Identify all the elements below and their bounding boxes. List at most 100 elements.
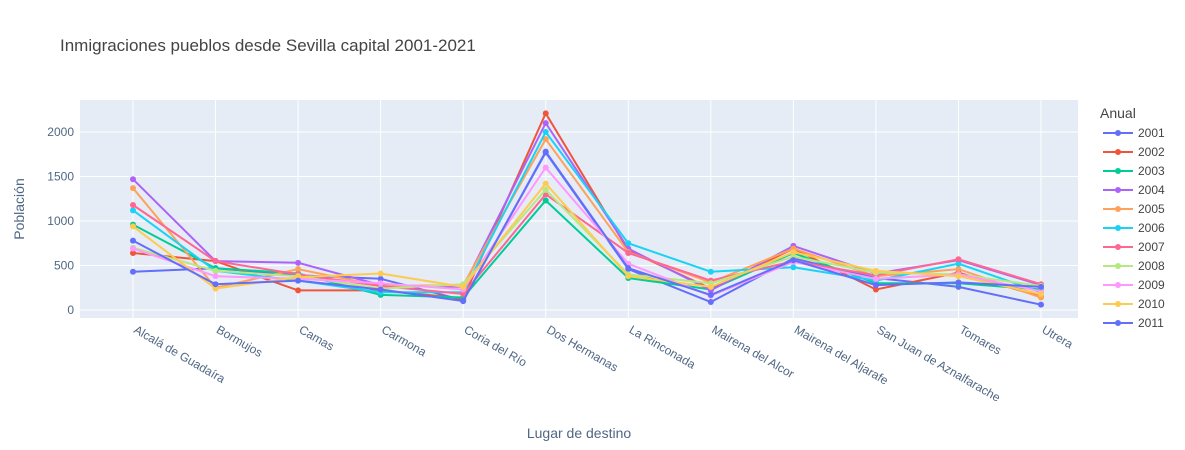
y-tick-label: 500 (54, 259, 74, 273)
legend-item-2010[interactable]: 2010 (1103, 297, 1165, 311)
legend-item-2006[interactable]: 2006 (1103, 221, 1165, 235)
legend-item-2004[interactable]: 2004 (1103, 183, 1165, 197)
chart-title: Inmigraciones pueblos desde Sevilla capi… (60, 36, 476, 55)
data-point[interactable] (955, 260, 962, 267)
legend-items[interactable]: 2001 2002 2003 2004 2005 2006 2007 2008 2009 2010… (1103, 126, 1165, 330)
data-point[interactable] (212, 285, 219, 292)
x-tick-label: Coria del Río (462, 322, 530, 369)
data-point[interactable] (212, 267, 219, 274)
data-point[interactable] (377, 280, 384, 287)
data-point[interactable] (707, 283, 714, 290)
legend-item-2003[interactable]: 2003 (1103, 164, 1165, 178)
data-point[interactable] (130, 201, 136, 208)
data-point[interactable] (542, 197, 549, 204)
data-point[interactable] (542, 136, 549, 143)
legend-swatch-marker (1115, 282, 1121, 288)
data-point[interactable] (707, 291, 714, 298)
data-point[interactable] (872, 282, 879, 289)
x-tick-label: Carmona (379, 322, 429, 359)
legend-label: 2005 (1138, 202, 1165, 216)
data-point[interactable] (542, 129, 549, 136)
data-point[interactable] (130, 207, 136, 214)
legend-item-2002[interactable]: 2002 (1103, 145, 1165, 159)
legend-label: 2007 (1138, 240, 1165, 254)
data-point[interactable] (625, 273, 632, 280)
data-point[interactable] (955, 273, 962, 280)
data-point[interactable] (130, 245, 136, 252)
data-point[interactable] (130, 185, 136, 192)
data-point[interactable] (542, 164, 549, 171)
data-point[interactable] (377, 286, 384, 293)
data-point[interactable] (130, 268, 136, 275)
data-point[interactable] (790, 264, 797, 271)
legend-item-2007[interactable]: 2007 (1103, 240, 1165, 254)
legend-label: 2009 (1138, 278, 1165, 292)
data-point[interactable] (295, 277, 302, 284)
data-point[interactable] (790, 257, 797, 264)
data-point[interactable] (707, 298, 714, 305)
legend-label: 2008 (1138, 259, 1165, 273)
x-tick-label: La Rinconada (627, 322, 698, 371)
legend-title: Anual (1100, 105, 1136, 121)
data-point[interactable] (377, 275, 384, 282)
legend-swatch-marker (1115, 130, 1121, 136)
data-point[interactable] (212, 258, 219, 265)
data-point[interactable] (625, 265, 632, 272)
data-point[interactable] (212, 281, 219, 288)
data-point[interactable] (872, 286, 879, 293)
y-tick-label: 1000 (47, 214, 74, 228)
y-axis-title: Población (11, 178, 27, 240)
x-tick-label: Alcalá de Guadaíra (132, 322, 228, 386)
data-point[interactable] (460, 290, 467, 297)
data-point[interactable] (295, 266, 302, 273)
data-point[interactable] (542, 186, 549, 193)
data-point[interactable] (872, 275, 879, 282)
data-point[interactable] (460, 283, 467, 290)
legend-swatch-marker (1115, 187, 1121, 193)
data-point[interactable] (625, 250, 632, 257)
data-point[interactable] (130, 176, 136, 183)
legend[interactable]: Anual 2001200220032004200520062007200820… (1100, 105, 1165, 330)
data-point[interactable] (130, 250, 136, 257)
data-point[interactable] (377, 270, 384, 277)
data-point[interactable] (542, 148, 549, 155)
x-axis-title: Lugar de destino (527, 425, 632, 441)
legend-item-2009[interactable]: 2009 (1103, 278, 1165, 292)
legend-item-2005[interactable]: 2005 (1103, 202, 1165, 216)
x-tick-label: Utrera (1040, 322, 1076, 351)
data-point[interactable] (955, 266, 962, 273)
data-point[interactable] (955, 256, 962, 263)
legend-item-2001[interactable]: 2001 (1103, 126, 1165, 140)
data-point[interactable] (625, 240, 632, 247)
y-tick-labels: 0 500 1000 1500 2000 (47, 125, 74, 317)
y-tick-label: 2000 (47, 125, 74, 139)
data-point[interactable] (955, 279, 962, 286)
data-point[interactable] (542, 110, 549, 117)
legend-swatch-marker (1115, 206, 1121, 212)
data-point[interactable] (295, 287, 302, 294)
legend-swatch-marker (1115, 263, 1121, 269)
data-point[interactable] (790, 249, 797, 256)
series-line (132, 182, 1042, 295)
data-point[interactable] (130, 223, 136, 230)
data-point[interactable] (707, 268, 714, 275)
data-point[interactable] (130, 237, 136, 244)
x-tick-label: Bormujos (214, 322, 265, 359)
data-point[interactable] (295, 259, 302, 266)
data-point[interactable] (1038, 283, 1044, 290)
legend-item-2008[interactable]: 2008 (1103, 259, 1165, 273)
data-point[interactable] (1038, 290, 1044, 297)
data-point[interactable] (1038, 301, 1044, 308)
data-point[interactable] (212, 273, 219, 280)
legend-swatch-marker (1115, 320, 1121, 326)
legend-label: 2006 (1138, 221, 1165, 235)
x-tick-label: Camas (297, 322, 337, 353)
data-point[interactable] (460, 298, 467, 305)
data-point[interactable] (872, 267, 879, 274)
data-point[interactable] (542, 120, 549, 127)
legend-item-2011[interactable]: 2011 (1103, 316, 1164, 330)
data-point[interactable] (542, 180, 549, 187)
x-tick-label: Dos Hermanas (544, 322, 620, 374)
